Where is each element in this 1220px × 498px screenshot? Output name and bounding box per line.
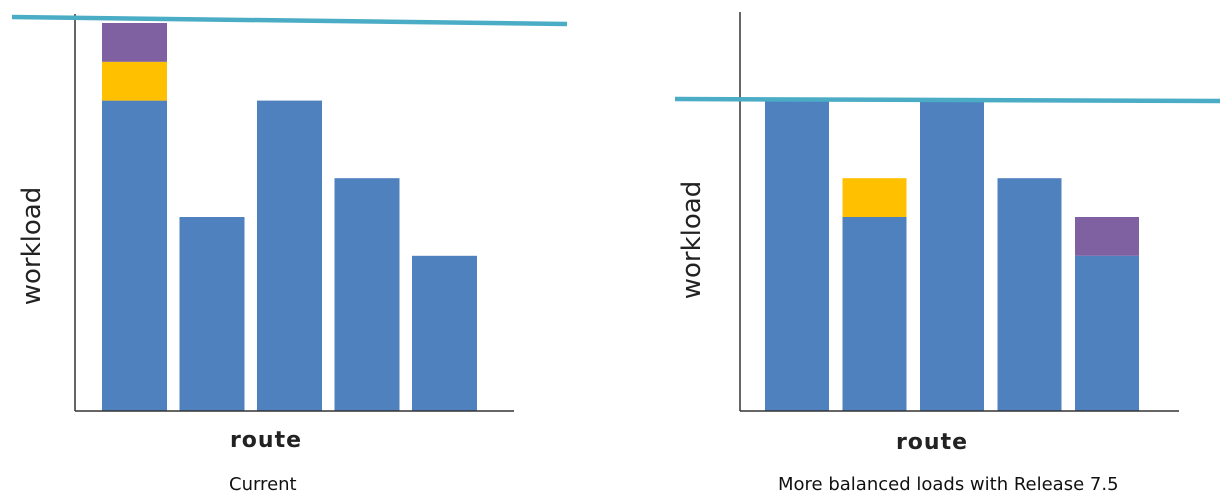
bar-base-2 (842, 217, 907, 411)
bar-base-4 (997, 178, 1062, 411)
bar-base-1 (102, 100, 167, 411)
x-axis-label: route (230, 428, 302, 453)
bar-purple-5 (1075, 217, 1139, 256)
bar-base-3 (257, 100, 322, 411)
bar-base-2 (179, 217, 245, 411)
capacity-line (674, 96, 1220, 104)
bar-purple-1 (102, 23, 167, 62)
bar-base-4 (334, 178, 400, 411)
chart-current: workload route (11, 14, 568, 453)
chart-caption-balanced: More balanced loads with Release 7.5 (778, 474, 1119, 495)
chart-balanced: workload route (674, 12, 1220, 455)
bar-base-5 (1075, 255, 1139, 411)
bar-base-3 (920, 100, 984, 411)
bar-base-1 (765, 100, 829, 411)
capacity-line (11, 14, 568, 27)
y-axis-label: workload (17, 187, 47, 306)
bar-yellow-1 (102, 61, 167, 101)
bar-yellow-2 (842, 178, 907, 217)
y-axis-label: workload (677, 181, 707, 300)
x-axis-label: route (896, 430, 968, 455)
chart-caption-current: Current (229, 474, 297, 495)
bar-base-5 (412, 255, 477, 411)
